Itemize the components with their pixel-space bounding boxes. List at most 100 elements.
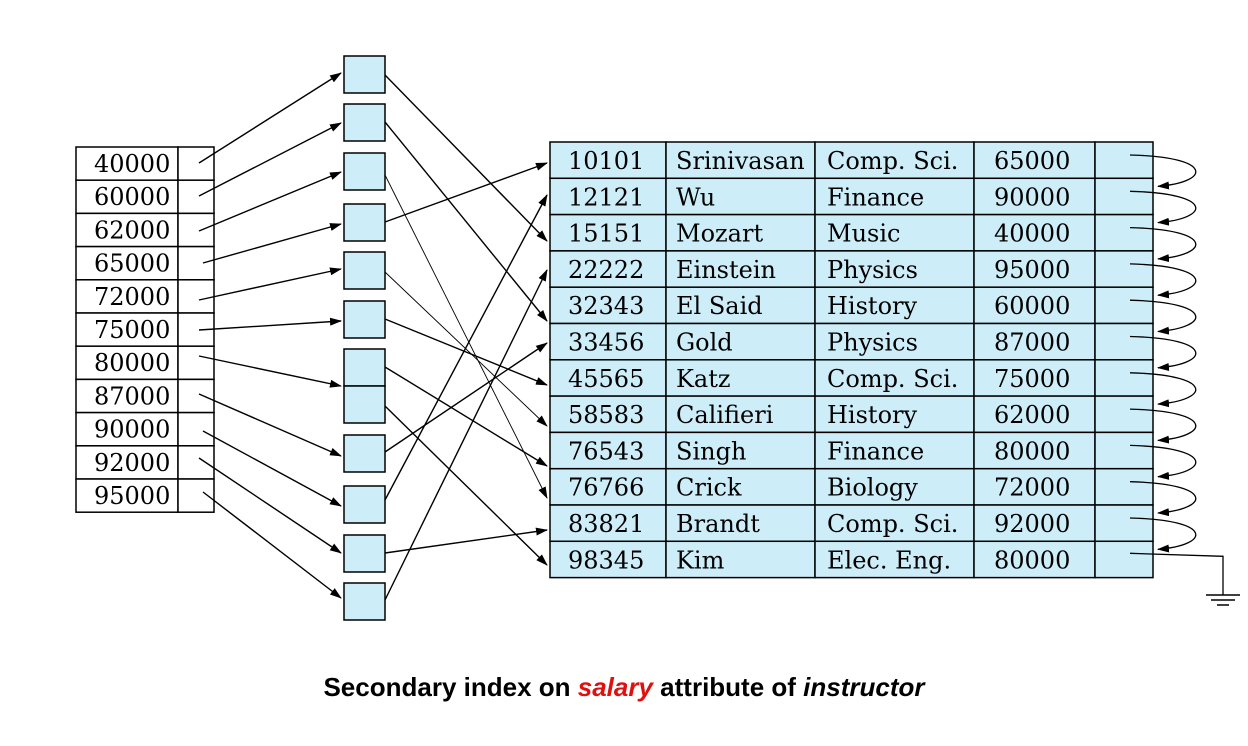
record-dept: Biology	[827, 474, 918, 502]
index-to-bucket-arrow	[198, 267, 342, 301]
null-pointer-ground-symbol	[1129, 552, 1240, 606]
record-pointer-cell	[1094, 250, 1154, 288]
record-name: Singh	[676, 437, 746, 465]
record-name-cell	[665, 250, 816, 288]
index-pointers	[198, 72, 548, 601]
index-to-bucket-arrow	[198, 355, 342, 388]
record-salary: 40000	[994, 220, 1070, 248]
record-dept: Comp. Sci.	[827, 365, 958, 393]
bucket-10	[343, 485, 386, 524]
record-name: Brandt	[676, 510, 760, 538]
index-pointer-cell	[177, 445, 215, 480]
record-pointer-cell	[1094, 141, 1154, 180]
record-dept: Comp. Sci.	[827, 510, 958, 538]
record-dept-cell	[814, 322, 975, 361]
record-dept: History	[827, 401, 917, 429]
record-id: 58583	[568, 401, 644, 429]
record-pointer-cell	[1094, 504, 1154, 543]
index-key: 75000	[94, 316, 170, 344]
bucket-2	[343, 103, 386, 142]
record-salary: 60000	[994, 292, 1070, 320]
record-id: 76766	[568, 474, 644, 502]
index-pointer-cell	[177, 146, 215, 181]
index-key-cell	[75, 179, 179, 215]
index-pointer-cell	[177, 212, 215, 248]
index-pointer-cell	[177, 279, 215, 314]
bucket-8	[343, 385, 386, 424]
record-id: 32343	[568, 292, 644, 320]
bucket-to-record-arrow	[384, 194, 548, 501]
record-salary: 62000	[994, 401, 1070, 429]
bucket-to-record-arrow	[384, 527, 548, 554]
bucket-to-record-arrow	[384, 269, 548, 601]
record-salary: 75000	[994, 365, 1070, 393]
bucket-3	[343, 152, 386, 191]
record-name: Califieri	[676, 401, 774, 429]
index-pointer-cell	[177, 345, 215, 381]
index-to-bucket-arrow	[202, 430, 342, 507]
index-to-bucket-arrow	[198, 393, 342, 457]
record-id-cell	[549, 141, 667, 180]
bucket-1	[343, 55, 386, 94]
record-row: 76766 Crick Biology 72000	[549, 467, 1154, 506]
record-dept-cell	[814, 250, 975, 288]
figure-caption: Secondary index on salary attribute of i…	[0, 672, 1248, 703]
bucket-9	[343, 434, 386, 473]
record-name: Mozart	[676, 220, 763, 248]
salary-index: 40000 60000 62000 65000 72000 75000 80000 87000…	[75, 146, 215, 513]
bucket-to-record-arrow	[384, 318, 548, 386]
caption-attribute: salary	[577, 672, 653, 702]
index-key: 90000	[94, 416, 170, 444]
bucket-5	[343, 251, 386, 290]
index-key: 95000	[94, 482, 170, 510]
index-pointer-cell	[177, 179, 215, 215]
record-pointer-cell	[1094, 322, 1154, 361]
chain-pointer-arrow	[1129, 263, 1197, 299]
record-row: 33456 Gold Physics 87000	[549, 322, 1154, 361]
bucket-to-record-arrow	[384, 342, 548, 453]
record-salary: 72000	[994, 474, 1070, 502]
record-row: 58583 Califieri History 62000	[549, 395, 1154, 434]
record-name: El Said	[676, 292, 763, 320]
record-id: 15151	[568, 220, 644, 248]
record-id-cell	[549, 431, 667, 470]
record-pointer-cell	[1094, 359, 1154, 397]
record-name: Einstein	[676, 256, 776, 284]
index-key: 40000	[94, 150, 170, 178]
index-to-bucket-arrow	[202, 491, 342, 599]
record-name: Srinivasan	[676, 147, 805, 175]
record-id: 10101	[568, 147, 644, 175]
record-salary: 92000	[994, 510, 1070, 538]
chain-pointer-arrow	[1129, 372, 1197, 408]
bucket-to-record-arrow	[384, 405, 548, 566]
null-pointer-line	[1129, 552, 1224, 595]
record-dept-cell	[814, 141, 975, 180]
index-key: 62000	[94, 216, 170, 244]
record-row: 12121 Wu Finance 90000	[549, 177, 1154, 216]
record-dept-cell	[814, 431, 975, 470]
record-salary: 65000	[994, 147, 1070, 175]
record-row: 98345 Kim Elec. Eng. 80000	[549, 540, 1154, 579]
index-key: 60000	[94, 183, 170, 211]
index-pointer-cell	[177, 378, 215, 414]
record-id-cell	[549, 213, 667, 252]
record-name-cell	[665, 177, 816, 216]
record-pointer-cell	[1094, 467, 1154, 506]
chain-pointer-arrow	[1129, 481, 1197, 517]
record-salary-cell	[973, 177, 1096, 216]
record-row: 32343 El Said History 60000	[549, 286, 1154, 325]
index-to-bucket-arrow	[202, 223, 342, 264]
record-dept: Finance	[827, 437, 924, 465]
record-row: 45565 Katz Comp. Sci. 75000	[549, 359, 1154, 397]
record-salary-cell	[973, 322, 1096, 361]
chain-pointer-arrow	[1129, 299, 1197, 335]
record-salary: 90000	[994, 183, 1070, 211]
record-row: 15151 Mozart Music 40000	[549, 213, 1154, 252]
record-dept: Physics	[827, 256, 918, 284]
record-name: Katz	[676, 365, 731, 393]
record-id: 83821	[568, 510, 644, 538]
record-row: 10101 Srinivasan Comp. Sci. 65000	[549, 141, 1154, 180]
bucket-to-record-arrow	[384, 74, 548, 242]
index-pointer-cell	[177, 245, 215, 281]
record-dept: Music	[827, 220, 900, 248]
